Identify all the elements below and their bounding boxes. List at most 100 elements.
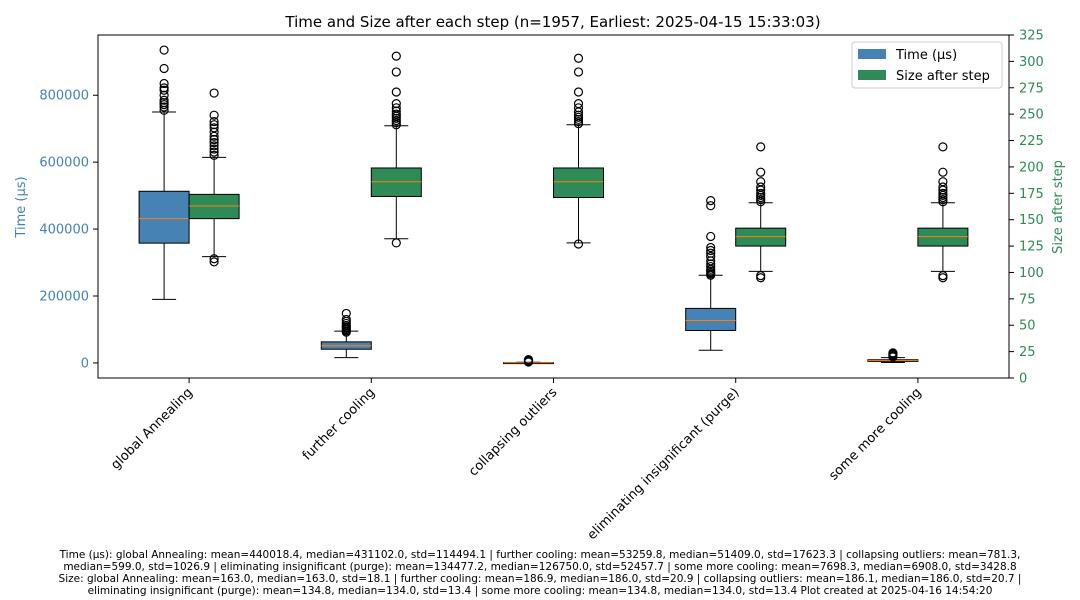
outlier-point (706, 251, 716, 262)
right-axis-tick-label: 175 (1019, 187, 1044, 202)
outlier-point (391, 67, 401, 77)
outlier-point (706, 248, 716, 258)
outlier-point (159, 90, 169, 100)
outlier-point (573, 239, 584, 249)
outlier-point (706, 201, 716, 211)
outlier-point (938, 177, 948, 187)
box-size-1 (370, 51, 422, 248)
stats-footer: Time (µs): global Annealing: mean=440018… (0, 549, 1080, 597)
outlier-point (706, 259, 716, 269)
outlier-point (159, 85, 169, 95)
outlier-point (756, 142, 766, 152)
outlier-point (159, 102, 169, 112)
outlier-point (706, 242, 716, 253)
outlier-point (209, 116, 219, 127)
outlier-point (706, 231, 716, 242)
plot-frame (97, 34, 1010, 379)
outlier-point (888, 348, 898, 358)
outlier-point (209, 134, 219, 145)
outlier-point (391, 98, 401, 109)
footer-line-4: eliminating insignificant (purge): mean=… (87, 585, 993, 597)
outlier-point (209, 150, 219, 160)
footer-line-3: Size: global Annealing: mean=163.0, medi… (58, 573, 1022, 585)
right-axis-tick-label: 200 (1019, 160, 1044, 175)
x-axis-category-label: global Annealing (108, 385, 196, 473)
iqr-box (735, 227, 787, 247)
box-size-3 (735, 142, 787, 283)
legend-swatch-size (858, 70, 886, 80)
right-axis-tick-label: 50 (1019, 319, 1036, 334)
right-axis-tick-label: 25 (1019, 345, 1036, 360)
iqr-box (370, 167, 422, 197)
outlier-point (391, 106, 401, 116)
outlier-point (209, 257, 219, 267)
outlier-point (209, 88, 219, 98)
footer-line-1: Time (µs): global Annealing: mean=440018… (59, 549, 1021, 561)
outlier-point (938, 188, 948, 198)
box-time-3 (685, 196, 737, 351)
outlier-point (756, 167, 766, 177)
outlier-point (573, 103, 584, 113)
outlier-point (341, 314, 351, 325)
outlier-point (938, 167, 948, 177)
outlier-point (391, 109, 401, 119)
outlier-point (756, 188, 766, 198)
right-axis-tick-label: 75 (1019, 292, 1036, 307)
outlier-point (938, 142, 948, 152)
outlier-point (523, 354, 534, 365)
outlier-point (159, 83, 169, 93)
left-axis-label: Time (µs) (14, 176, 29, 238)
box-size-2 (553, 53, 604, 249)
outlier-point (209, 127, 219, 137)
iqr-box (553, 167, 604, 199)
left-axis-tick-label: 400000 (39, 223, 89, 238)
right-axis-tick-label: 225 (1019, 134, 1044, 149)
outlier-point (706, 245, 716, 256)
box-size-4 (917, 142, 969, 283)
x-axis-category-label: further cooling (300, 385, 378, 463)
right-axis-tick-label: 250 (1019, 108, 1044, 123)
iqr-box (917, 227, 969, 247)
right-axis-tick-label: 100 (1019, 266, 1044, 281)
legend: Time (µs) Size after step (851, 41, 1003, 89)
box-size-0 (188, 88, 240, 267)
iqr-box (685, 307, 737, 331)
outlier-point (706, 261, 716, 272)
left-axis-tick-label: 0 (81, 356, 89, 371)
outlier-point (706, 196, 716, 206)
outlier-point (209, 147, 219, 157)
box-time-2 (503, 354, 554, 367)
chart-title: Time and Size after each step (n=1957, E… (284, 13, 820, 31)
outlier-point (159, 63, 169, 74)
outlier-point (573, 67, 584, 77)
outlier-point (756, 182, 766, 192)
outlier-point (209, 254, 219, 264)
right-axis-tick-label: 125 (1019, 240, 1044, 255)
outlier-point (391, 103, 401, 113)
footer-line-2: median=599.0, std=1026.9 | eliminating i… (63, 561, 1017, 573)
outlier-point (159, 78, 169, 89)
outlier-point (938, 182, 948, 192)
plot-area: 0 200000 400000 600000 800000 0 25 50 75 100 125 15… (39, 29, 1043, 387)
box-time-0 (138, 45, 190, 300)
iqr-box (188, 193, 240, 220)
right-axis-tick-label: 300 (1019, 55, 1044, 70)
outlier-point (209, 120, 219, 130)
box-time-1 (320, 308, 372, 359)
outlier-point (573, 110, 584, 120)
box-plot-chart: Time and Size after each step (n=1957, E… (14, 13, 1066, 543)
right-axis-tick-label: 150 (1019, 213, 1044, 228)
outlier-point (573, 87, 584, 97)
iqr-box (138, 190, 190, 244)
right-axis-tick-label: 0 (1019, 372, 1027, 387)
outlier-point (391, 51, 401, 61)
legend-frame (851, 41, 1003, 89)
x-axis-category-label: eliminating insignificant (purge) (585, 385, 743, 543)
right-axis-label: Size after step (1051, 160, 1066, 254)
outlier-point (756, 177, 766, 187)
outlier-point (391, 238, 401, 248)
outlier-point (209, 141, 219, 151)
x-axis-category-label: collapsing outliers (466, 385, 560, 479)
outlier-point (341, 308, 351, 319)
outlier-point (209, 138, 219, 148)
